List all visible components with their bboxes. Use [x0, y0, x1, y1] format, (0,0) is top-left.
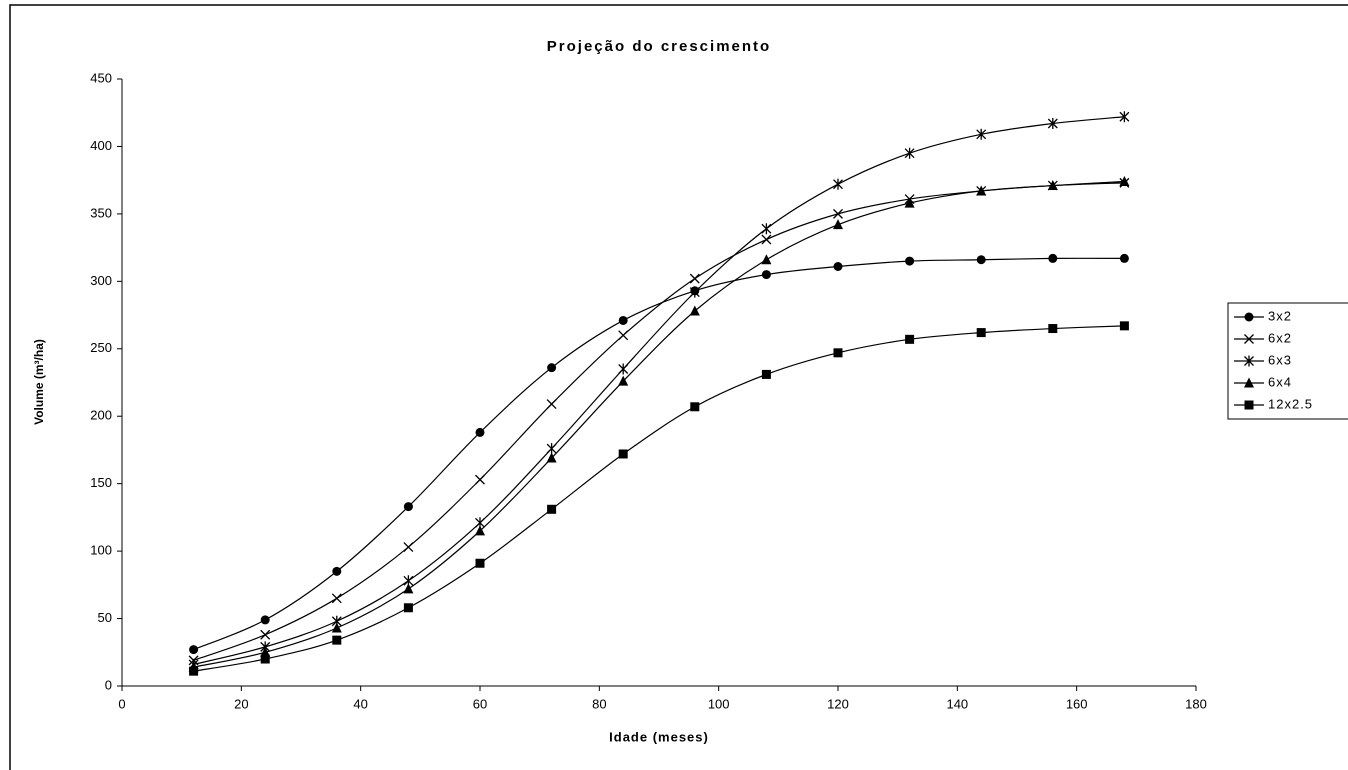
marker [761, 234, 772, 245]
marker [761, 254, 772, 265]
y-tick-label: 0 [105, 677, 112, 692]
marker [1048, 324, 1058, 334]
marker [1047, 180, 1058, 191]
marker [189, 645, 199, 655]
marker [332, 566, 342, 576]
x-tick-label: 0 [118, 696, 125, 711]
y-tick-label: 50 [98, 610, 112, 625]
marker [332, 635, 342, 645]
marker [904, 147, 915, 159]
marker [1048, 253, 1058, 263]
marker [546, 443, 557, 455]
legend-label: 6x3 [1268, 352, 1292, 367]
marker [189, 666, 199, 676]
marker [833, 261, 843, 271]
marker [403, 583, 414, 594]
chart-frame [9, 4, 1348, 770]
x-tick-label: 120 [827, 696, 849, 711]
legend-label: 6x4 [1268, 374, 1292, 389]
marker [1119, 111, 1130, 123]
y-tick-label: 300 [90, 273, 112, 288]
marker [618, 363, 629, 375]
marker [547, 363, 557, 373]
legend-marker [1244, 312, 1254, 322]
x-tick-label: 160 [1066, 696, 1088, 711]
marker [475, 427, 485, 437]
marker [546, 452, 557, 463]
marker [689, 305, 700, 316]
marker [331, 593, 342, 604]
marker [689, 273, 700, 284]
series-line [193, 116, 1125, 666]
marker [761, 369, 771, 379]
y-tick-label: 100 [90, 543, 112, 558]
x-tick-label: 180 [1185, 696, 1207, 711]
marker [905, 256, 915, 266]
marker [976, 328, 986, 338]
marker [475, 474, 485, 485]
marker [761, 223, 772, 235]
marker [618, 375, 629, 386]
marker [260, 654, 270, 664]
marker [618, 330, 629, 341]
marker [976, 185, 987, 196]
marker [475, 525, 485, 536]
marker [1119, 253, 1129, 263]
legend-label: 6x2 [1268, 330, 1292, 345]
legend-label: 12x2.5 [1268, 396, 1313, 411]
marker [761, 270, 771, 280]
series-line [193, 182, 1125, 661]
marker [1047, 118, 1058, 130]
marker [690, 402, 700, 412]
x-axis-title: Idade (meses) [609, 729, 709, 744]
chart-title: Projeção do crescimento [547, 38, 771, 55]
legend-marker [1244, 334, 1254, 344]
x-tick-label: 80 [592, 696, 606, 711]
marker [976, 255, 986, 265]
marker [403, 603, 413, 613]
legend-marker [1244, 400, 1254, 410]
marker [1119, 176, 1130, 187]
x-tick-label: 20 [234, 696, 248, 711]
marker [547, 504, 557, 514]
series-line [193, 257, 1125, 651]
y-tick-label: 400 [90, 138, 112, 153]
y-tick-label: 450 [90, 70, 112, 85]
marker [833, 178, 843, 190]
marker [618, 315, 628, 325]
legend-marker [1244, 377, 1254, 388]
series-line [193, 325, 1125, 672]
marker [618, 449, 628, 459]
legend-marker [1244, 355, 1254, 367]
marker [403, 542, 414, 553]
y-tick-label: 150 [90, 475, 112, 490]
y-axis-title: Volume (m³/ha) [32, 339, 46, 425]
x-tick-label: 60 [473, 696, 487, 711]
x-tick-label: 100 [708, 696, 730, 711]
x-tick-label: 140 [946, 696, 968, 711]
marker [905, 334, 915, 344]
series-line [193, 180, 1125, 668]
y-tick-label: 350 [90, 205, 112, 220]
y-tick-label: 250 [90, 340, 112, 355]
marker [1119, 321, 1129, 331]
marker [689, 286, 700, 298]
marker [260, 615, 270, 625]
legend-label: 3x2 [1268, 308, 1292, 323]
x-tick-label: 40 [353, 696, 367, 711]
marker [331, 622, 342, 633]
marker [260, 629, 271, 640]
marker [833, 208, 843, 219]
marker [260, 646, 271, 657]
y-tick-label: 200 [90, 408, 112, 423]
marker [833, 348, 843, 358]
marker [403, 502, 413, 512]
marker [976, 128, 987, 140]
marker [546, 399, 557, 410]
marker [904, 197, 915, 208]
marker [475, 558, 485, 568]
marker [833, 219, 843, 230]
